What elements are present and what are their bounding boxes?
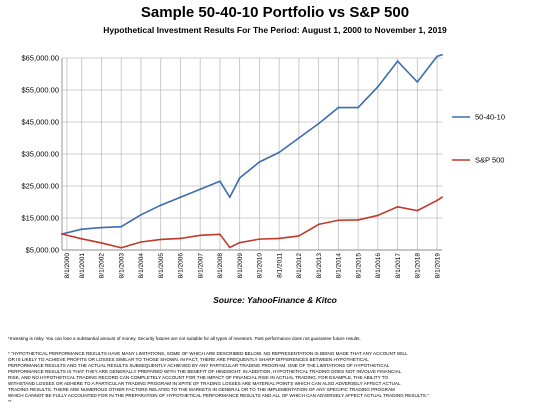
data-point-50-40-10 xyxy=(416,81,419,83)
data-point-s-p-500 xyxy=(159,238,162,241)
legend: 50-40-10 S&P 500 xyxy=(452,113,505,165)
data-point-s-p-500 xyxy=(337,219,340,222)
y-tick-label: $15,000.00 xyxy=(21,214,59,223)
disclaimer-hypothetical: * "HYPOTHETICAL PERFORMANCE RESULTS HAVE… xyxy=(8,351,544,405)
data-point-50-40-10 xyxy=(219,180,221,183)
x-tick-label: 8/1/2005 xyxy=(158,253,165,279)
series-line-50-40-10 xyxy=(61,54,443,235)
data-point-50-40-10 xyxy=(140,213,142,216)
x-tick-label: 8/1/2008 xyxy=(217,253,224,279)
y-tick-label: $55,000.00 xyxy=(21,86,59,95)
data-point-50-40-10 xyxy=(337,106,340,109)
y-tick-label: $65,000.00 xyxy=(21,54,59,63)
data-point-s-p-500 xyxy=(258,238,261,241)
data-point-50-40-10 xyxy=(278,151,281,154)
disclaimer-line: TRADING RESULTS. THERE ARE NUMEROUS OTHE… xyxy=(8,387,395,392)
disclaimer-line: PERFORMANCE RESULTS IS THAT THEY ARE GEN… xyxy=(8,369,402,374)
line-chart: $5,000.00 $15,000.00 $25,000.00 $35,000.00 $… xyxy=(21,53,505,279)
data-point-s-p-500 xyxy=(416,209,419,212)
disclaimer-investing-risk: *Investing is risky. You can lose a subs… xyxy=(8,336,361,341)
disclaimer-line: ** xyxy=(8,399,12,404)
x-tick-label: 8/1/2016 xyxy=(375,253,382,279)
axis-layer: $5,000.00 $15,000.00 $25,000.00 $35,000.00 $… xyxy=(21,54,442,279)
data-point-50-40-10 xyxy=(441,53,443,56)
chart-subtitle: Hypothetical Investment Results For The … xyxy=(103,25,447,35)
y-tick-label: $25,000.00 xyxy=(21,182,59,191)
disclaimer-line: * "HYPOTHETICAL PERFORMANCE RESULTS HAVE… xyxy=(8,351,408,356)
data-point-s-p-500 xyxy=(396,205,399,208)
chart-source: Source: YahooFinance & Kitco xyxy=(213,295,337,305)
x-tick-label: 8/1/2017 xyxy=(395,253,402,279)
x-tick-label: 8/1/2013 xyxy=(316,253,323,279)
legend-label-s-p-500: S&P 500 xyxy=(475,156,504,165)
x-tick-label: 8/1/2007 xyxy=(197,253,204,279)
x-tick-label: 8/1/2019 xyxy=(434,253,441,279)
grid-layer xyxy=(62,57,442,251)
x-tick-label: 8/1/2009 xyxy=(237,253,244,279)
data-point-s-p-500 xyxy=(80,237,83,240)
data-point-50-40-10 xyxy=(80,228,83,231)
data-point-s-p-500 xyxy=(357,219,360,221)
disclaimer-line: PERFORMANCE RESULTS AND THE ACTUAL RESUL… xyxy=(8,363,390,368)
data-point-s-p-500 xyxy=(376,214,379,217)
disclaimer-line: OR IS LIKELY TO ACHIEVE PROFITS OR LOSSE… xyxy=(8,357,369,362)
data-point-s-p-500 xyxy=(317,223,320,226)
data-point-s-p-500 xyxy=(238,241,241,244)
data-point-50-40-10 xyxy=(357,106,360,109)
legend-label-50-40-10: 50-40-10 xyxy=(475,113,505,122)
data-point-s-p-500 xyxy=(140,241,142,243)
data-point-50-40-10 xyxy=(179,196,182,199)
data-point-50-40-10 xyxy=(436,55,438,58)
x-tick-label: 8/1/2003 xyxy=(118,253,125,279)
data-point-50-40-10 xyxy=(228,196,231,199)
data-point-s-p-500 xyxy=(179,237,182,240)
x-tick-label: 8/1/2010 xyxy=(257,253,264,279)
data-point-s-p-500 xyxy=(436,199,438,202)
x-tick-label: 8/1/2012 xyxy=(296,253,303,279)
data-point-50-40-10 xyxy=(120,225,123,228)
series-layer xyxy=(61,53,443,249)
disclaimer-line: WHICH CANNOT BE FULLY ACCOUNTED FOR IN T… xyxy=(8,393,429,398)
data-point-s-p-500 xyxy=(219,233,221,236)
x-tick-label: 8/1/2000 xyxy=(64,253,71,279)
x-tick-label: 8/1/2002 xyxy=(99,253,106,279)
series-line-s-p-500 xyxy=(61,196,443,249)
data-point-50-40-10 xyxy=(297,137,300,139)
x-tick-label: 8/1/2014 xyxy=(336,253,343,279)
data-point-50-40-10 xyxy=(376,85,379,88)
data-point-s-p-500 xyxy=(120,246,123,249)
data-point-s-p-500 xyxy=(61,233,63,235)
data-point-50-40-10 xyxy=(159,204,162,207)
data-point-s-p-500 xyxy=(228,246,231,249)
x-tick-label: 8/1/2006 xyxy=(178,253,185,279)
data-point-50-40-10 xyxy=(396,60,399,63)
data-point-50-40-10 xyxy=(317,122,320,125)
data-point-s-p-500 xyxy=(100,242,103,244)
y-tick-label: $35,000.00 xyxy=(21,150,59,159)
data-point-s-p-500 xyxy=(297,235,300,237)
data-point-50-40-10 xyxy=(238,177,241,179)
data-point-s-p-500 xyxy=(199,234,202,237)
x-tick-label: 8/1/2001 xyxy=(79,253,86,279)
data-point-50-40-10 xyxy=(100,226,103,229)
data-point-s-p-500 xyxy=(441,196,443,199)
data-point-s-p-500 xyxy=(278,237,281,240)
chart-title: Sample 50-40-10 Portfolio vs S&P 500 xyxy=(140,4,410,21)
x-tick-label: 8/1/2018 xyxy=(415,253,422,279)
x-tick-label: 8/1/2011 xyxy=(276,253,283,278)
disclaimer-line: WITHSTAND LOSSES OR ADHERE TO A PARTICUL… xyxy=(8,381,401,386)
data-point-50-40-10 xyxy=(199,188,202,191)
data-point-50-40-10 xyxy=(258,161,261,163)
y-tick-label: $45,000.00 xyxy=(21,118,59,127)
disclaimer-line: RISK, AND NO HYPOTHETICAL TRADING RECORD… xyxy=(8,375,389,380)
x-tick-label: 8/1/2015 xyxy=(355,253,362,279)
x-tick-label: 8/1/2004 xyxy=(138,253,145,279)
y-tick-label: $5,000.00 xyxy=(26,246,59,255)
